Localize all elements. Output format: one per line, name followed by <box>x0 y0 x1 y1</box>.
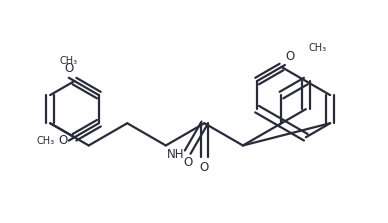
Text: O: O <box>58 134 68 147</box>
Text: O: O <box>286 50 295 63</box>
Text: CH₃: CH₃ <box>308 43 327 53</box>
Text: O: O <box>200 161 209 174</box>
Text: CH₃: CH₃ <box>60 56 78 66</box>
Text: NH: NH <box>167 148 184 161</box>
Text: O: O <box>183 156 192 169</box>
Text: CH₃: CH₃ <box>36 136 55 146</box>
Text: O: O <box>64 62 73 75</box>
